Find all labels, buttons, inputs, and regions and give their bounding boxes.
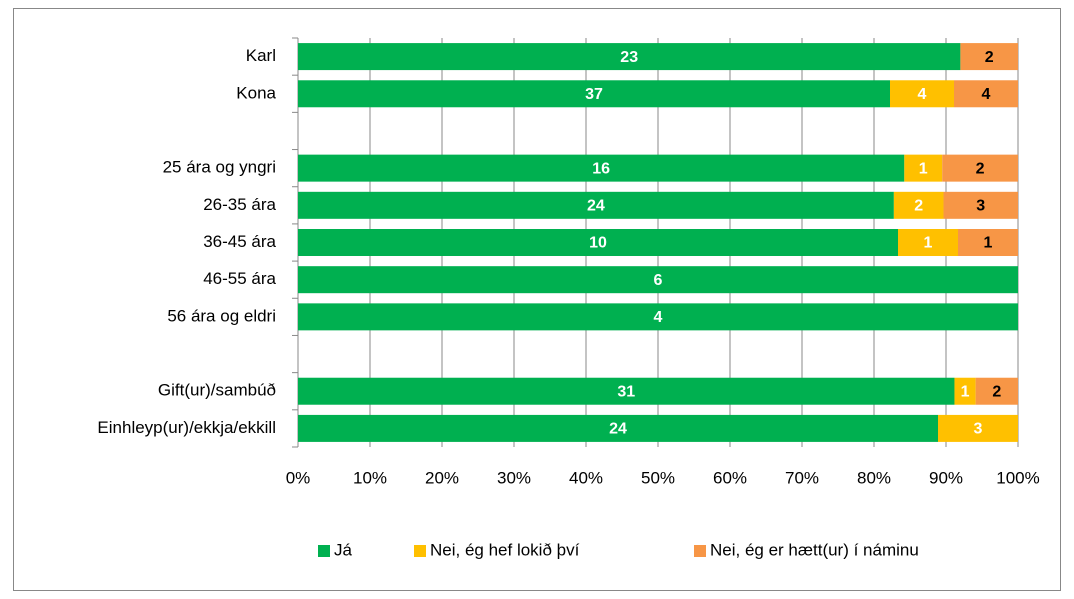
data-label: 2 (976, 160, 985, 177)
x-tick-label: 0% (286, 468, 311, 487)
bar-segment (298, 80, 890, 108)
x-tick-label: 100% (996, 468, 1039, 487)
x-tick-label: 40% (569, 468, 603, 487)
data-label: 1 (924, 235, 933, 252)
y-tick-label: 56 ára og eldri (167, 306, 276, 325)
bar-segment (298, 191, 894, 219)
data-label: 1 (961, 383, 970, 400)
bar-segment (298, 414, 938, 442)
bar-segment (942, 154, 1018, 182)
bar-segment (298, 377, 955, 405)
data-label: 3 (974, 421, 983, 438)
data-label: 24 (609, 421, 627, 438)
x-tick-label: 70% (785, 468, 819, 487)
y-tick-label: Einhleyp(ur)/ekkja/ekkill (97, 418, 276, 437)
bar-segment (893, 191, 944, 219)
bar-segment (954, 377, 976, 405)
x-tick-label: 50% (641, 468, 675, 487)
bar-segment (298, 229, 898, 256)
y-tick-label: Kona (236, 83, 276, 102)
y-tick-label: 36-45 ára (203, 232, 276, 251)
y-tick-label: 46-55 ára (203, 269, 276, 288)
bar-segment (943, 191, 1018, 219)
bar-segment (298, 154, 905, 182)
bar-segment (298, 266, 1018, 294)
data-label: 2 (992, 383, 1001, 400)
y-tick-label: 26-35 ára (203, 195, 276, 214)
bar-segment (298, 43, 961, 71)
data-label: 1 (984, 235, 993, 252)
legend-label: Nei, ég er hætt(ur) í náminu (710, 540, 919, 559)
bar-segment (954, 80, 1018, 108)
y-tick-label: Gift(ur)/sambúð (158, 381, 276, 400)
data-label: 23 (620, 49, 638, 66)
data-label: 2 (985, 49, 994, 66)
bar-segment (298, 303, 1018, 331)
data-label: 16 (592, 160, 610, 177)
data-label: 4 (918, 86, 927, 103)
legend-swatch (694, 545, 706, 557)
x-tick-label: 90% (929, 468, 963, 487)
y-tick-label: Karl (246, 46, 276, 65)
bar-segment (975, 377, 1018, 405)
data-label: 2 (914, 198, 923, 215)
data-label: 10 (589, 235, 607, 252)
data-label: 4 (982, 86, 991, 103)
x-tick-label: 10% (353, 468, 387, 487)
y-tick-label: 25 ára og yngri (163, 158, 276, 177)
data-label: 4 (654, 309, 663, 326)
bar-segment (904, 154, 943, 182)
x-tick-label: 30% (497, 468, 531, 487)
data-label: 31 (617, 383, 635, 400)
x-tick-label: 20% (425, 468, 459, 487)
data-label: 3 (976, 198, 985, 215)
data-label: 24 (587, 198, 605, 215)
data-label: 1 (919, 160, 928, 177)
legend-label: Nei, ég hef lokið því (430, 540, 580, 559)
x-tick-label: 80% (857, 468, 891, 487)
data-label: 37 (585, 86, 603, 103)
legend-swatch (414, 545, 426, 557)
bar-segment (960, 43, 1018, 71)
x-tick-label: 60% (713, 468, 747, 487)
legend-swatch (318, 545, 330, 557)
bar-segment (898, 229, 958, 256)
bar-segment (890, 80, 954, 108)
data-label: 6 (654, 272, 663, 289)
legend-label: Já (334, 540, 353, 559)
bar-segment (958, 229, 1018, 256)
bar-segment (938, 414, 1018, 442)
